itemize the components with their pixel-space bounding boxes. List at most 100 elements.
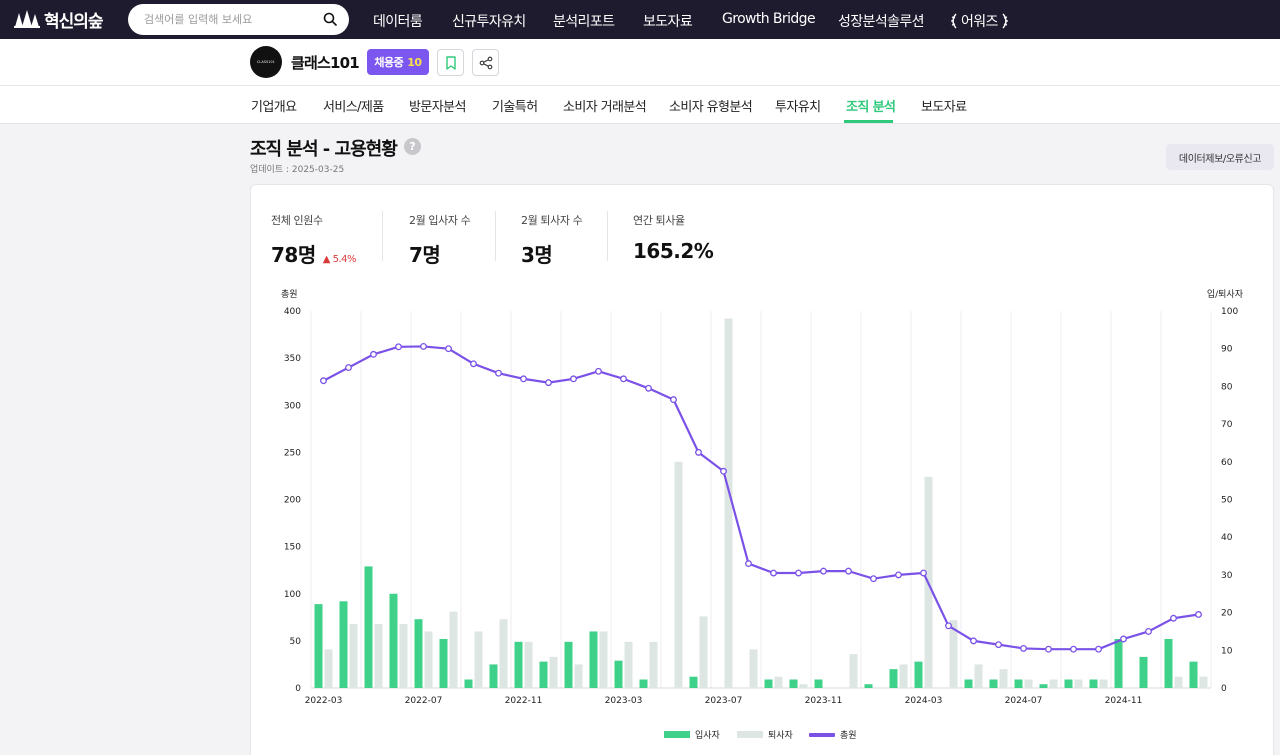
tab-overview[interactable]: 기업개요: [251, 100, 297, 115]
total-headcount-point: [795, 569, 802, 577]
hires-bar: [889, 669, 898, 688]
total-headcount-point: [320, 377, 327, 385]
tab-patents[interactable]: 기술특허: [492, 100, 538, 115]
x-tick-label: 2024-03: [905, 696, 943, 706]
nav-analysis-report[interactable]: 분석리포트: [553, 14, 615, 30]
total-headcount-point: [895, 571, 902, 579]
stat-value: 165.2%: [633, 239, 714, 263]
brand-name: 혁신의숲: [44, 11, 104, 32]
right-axis-title: 입/퇴사자: [1207, 288, 1244, 300]
right-tick-label: 10: [1221, 646, 1233, 656]
total-headcount-point: [920, 569, 927, 577]
report-error-button[interactable]: 데이터제보/오류신고: [1166, 144, 1274, 170]
total-headcount-point: [995, 641, 1002, 649]
chart-axes: 총원 입/퇴사자 0 50 100 150 200 250 300 350 400 0 10 20 30…: [281, 288, 1244, 706]
left-tick-label: 350: [284, 354, 301, 364]
total-headcount-point: [1120, 635, 1127, 643]
nav-data-room[interactable]: 데이터룸: [373, 14, 423, 30]
page-title: 조직 분석 - 고용현황: [250, 139, 398, 160]
left-tick-label: 400: [284, 307, 301, 317]
tab-investment[interactable]: 투자유치: [775, 100, 821, 115]
right-tick-label: 30: [1221, 571, 1233, 581]
share-icon: [479, 56, 492, 69]
hires-bar: [914, 661, 923, 688]
total-headcount-point: [645, 384, 652, 392]
nav-growth-bridge[interactable]: Growth Bridge: [722, 11, 816, 27]
tab-services[interactable]: 서비스/제품: [323, 100, 384, 115]
x-tick-label: 2022-11: [505, 696, 543, 706]
leavers-bar: [999, 669, 1008, 688]
total-headcount-point: [1045, 645, 1052, 653]
hires-bar: [514, 641, 523, 688]
search-icon[interactable]: [323, 12, 337, 26]
hires-bar: [314, 604, 323, 688]
hires-bar: [1114, 638, 1123, 688]
left-tick-label: 50: [290, 637, 302, 647]
leavers-bar: [449, 611, 458, 688]
x-tick-label: 2022-03: [305, 696, 343, 706]
total-headcount-point: [720, 467, 727, 475]
hiring-badge[interactable]: 채용중 10: [367, 49, 429, 75]
hires-bar: [564, 641, 573, 688]
employment-chart: 총원 입/퇴사자 0 50 100 150 200 250 300 350 400 0 10 20 30…: [281, 288, 1244, 741]
total-headcount-point: [870, 575, 877, 583]
chart-bars: [314, 318, 1208, 688]
total-headcount-point: [445, 345, 452, 353]
nav-awards[interactable]: 어워즈: [950, 11, 1009, 31]
legend-label: 총원: [840, 730, 857, 741]
tab-organization[interactable]: 조직 분석: [846, 100, 896, 115]
stat-value: 3명: [521, 243, 553, 267]
leavers-bar: [399, 623, 408, 688]
left-axis-title: 총원: [281, 289, 298, 300]
hires-bar: [1139, 656, 1148, 688]
laurel-left-icon: [951, 13, 957, 29]
nav-growth-solution[interactable]: 성장분석솔루션: [838, 14, 925, 30]
hires-bar: [1164, 638, 1173, 688]
search-input[interactable]: [144, 10, 314, 29]
leavers-bar: [499, 619, 508, 688]
total-headcount-point: [595, 367, 602, 375]
brand-logo[interactable]: 혁신의숲: [12, 6, 104, 32]
total-headcount-point: [695, 448, 702, 456]
hiring-count: 10: [407, 55, 422, 69]
hires-bar: [464, 679, 473, 688]
total-headcount-point: [745, 560, 752, 568]
total-headcount-point: [670, 396, 677, 404]
hires-bar: [389, 593, 398, 688]
tab-consumer-types[interactable]: 소비자 유형분석: [669, 100, 753, 115]
nav-new-investment[interactable]: 신규투자유치: [452, 14, 526, 30]
stat-label: 2월 퇴사자 수: [521, 214, 583, 227]
right-tick-label: 60: [1221, 458, 1233, 468]
total-headcount-line: [322, 345, 1199, 651]
update-date: 업데이트 : 2025-03-25: [250, 165, 345, 175]
nav-press[interactable]: 보도자료: [643, 14, 693, 30]
right-tick-label: 50: [1221, 496, 1233, 506]
hires-bar: [339, 601, 348, 688]
hires-bar: [1189, 661, 1198, 688]
stat-total-headcount: 전체 인원수 78명 ▲ 5.4%: [271, 212, 357, 268]
company-header: CLASS101 클래스101 채용중 10: [0, 39, 1280, 86]
share-button[interactable]: [472, 49, 499, 76]
help-icon[interactable]: ?: [404, 138, 421, 155]
tab-consumer-transactions[interactable]: 소비자 거래분석: [563, 100, 647, 115]
leavers-bar: [699, 616, 708, 688]
leavers-bar: [324, 649, 333, 688]
leavers-bar: [624, 641, 633, 688]
total-headcount-point: [620, 375, 627, 383]
leavers-bar: [1024, 679, 1033, 688]
x-tick-label: 2024-11: [1105, 696, 1143, 706]
nav-awards-label: 어워즈: [961, 14, 998, 30]
total-headcount-point: [420, 342, 427, 350]
tab-visitors[interactable]: 방문자분석: [409, 100, 466, 115]
leavers-bar: [374, 623, 383, 688]
hires-bar: [614, 660, 623, 688]
active-tab-indicator: [844, 120, 893, 123]
tab-press[interactable]: 보도자료: [921, 100, 967, 115]
leavers-bar: [1049, 679, 1058, 688]
search-box[interactable]: [128, 4, 349, 35]
legend-swatch: [737, 731, 763, 738]
leavers-bar: [574, 664, 583, 688]
bookmark-button[interactable]: [437, 49, 464, 76]
stat-divider: [495, 211, 496, 261]
leavers-bar: [1174, 676, 1183, 688]
